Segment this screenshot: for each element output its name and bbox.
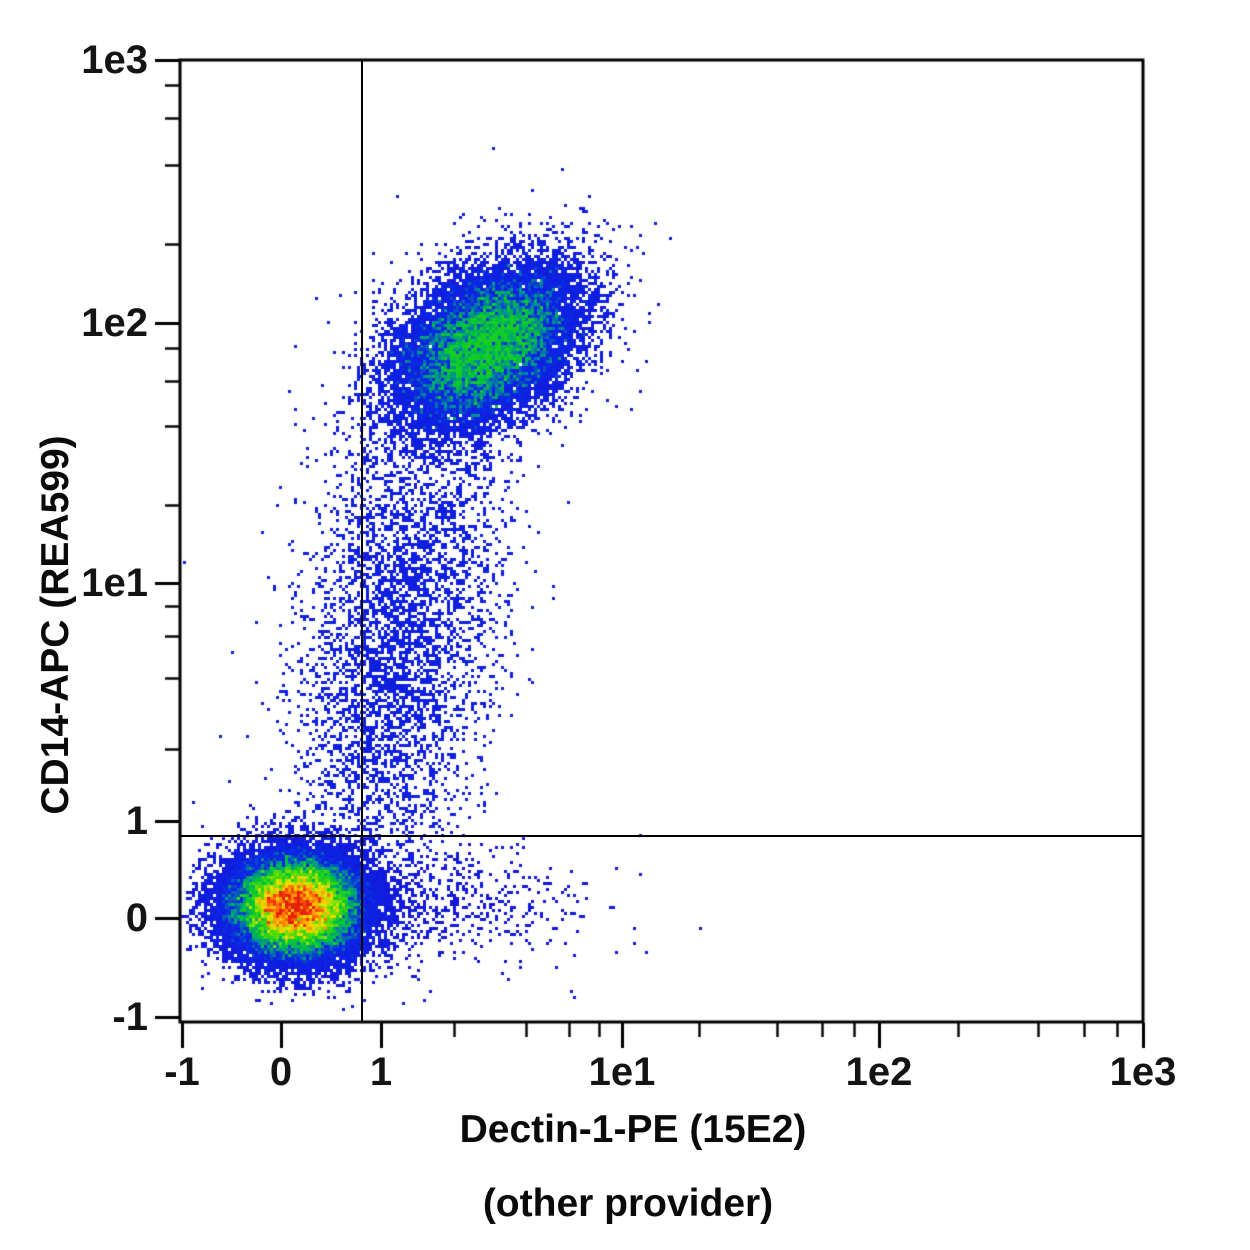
x-tick-label: 1 [369,1050,393,1094]
quadrant-gate-horizontal-line[interactable] [180,835,1143,837]
y-tick-label: -1 [112,995,148,1039]
x-tick-label: 0 [269,1050,293,1094]
quadrant-gate-vertical-line[interactable] [361,60,363,1022]
x-axis-subtitle: (other provider) [482,1182,774,1225]
y-tick-label: 1e1 [81,561,148,605]
y-tick-label: 0 [125,896,148,940]
x-axis-title: Dectin-1-PE (15E2) [459,1108,807,1151]
x-tick-label: -1 [164,1050,200,1094]
y-tick-label: 1e3 [81,38,148,82]
x-tick-label: 1e1 [588,1050,656,1094]
y-tick-label: 1 [125,799,148,843]
x-tick-label: 1e3 [1109,1050,1177,1094]
y-axis-title: CD14-APC (REA599) [34,435,77,815]
y-tick-label: 1e2 [81,301,148,345]
x-tick-label: 1e2 [845,1050,913,1094]
